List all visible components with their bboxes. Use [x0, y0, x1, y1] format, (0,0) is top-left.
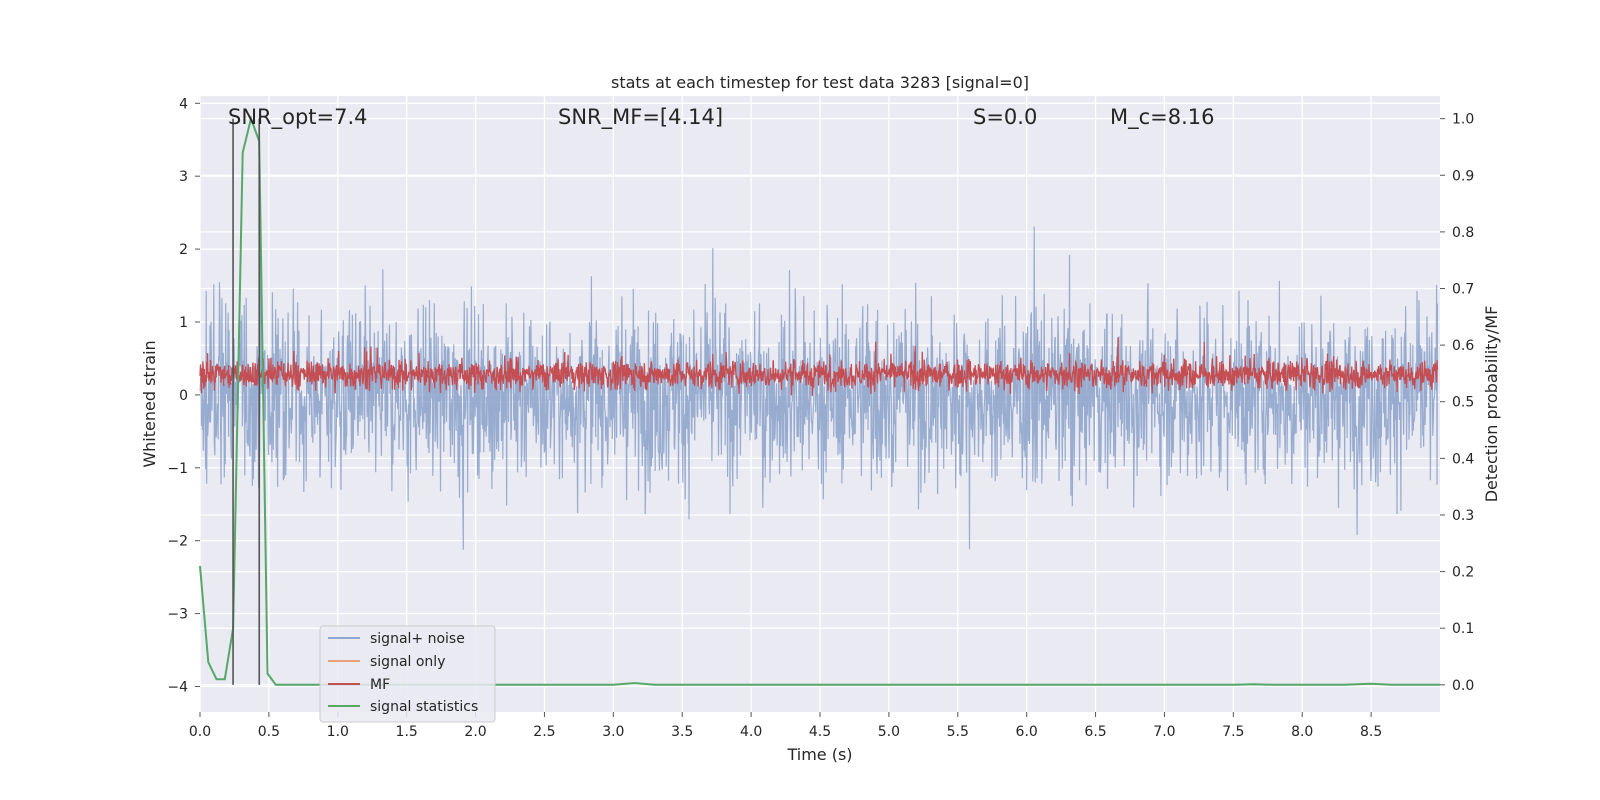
- x-tick-label: 5.5: [947, 724, 969, 740]
- plot-area: [199, 115, 1440, 686]
- y2-tick-label: 0.2: [1452, 565, 1474, 581]
- y2-tick-label: 0.4: [1452, 451, 1474, 467]
- legend: signal+ noise signal only MF signal stat…: [319, 625, 496, 723]
- x-tick-label: 0.5: [258, 724, 280, 740]
- vertical-markers: [232, 118, 261, 685]
- legend-label-signal-noise: signal+ noise: [370, 631, 465, 647]
- x-tick-label: 2.5: [533, 724, 555, 740]
- x-tick-label: 6.5: [1084, 724, 1106, 740]
- x-tick-label: 3.0: [602, 724, 624, 740]
- x-tick-label: 4.5: [809, 724, 831, 740]
- series-mf: [199, 337, 1439, 396]
- x-axis-ticks: 0.0 0.5 1.0 1.5 2.0 2.5 3.0 3.5 4.0 4.5 5.0 5.5 6.0 6…: [189, 712, 1382, 740]
- x-tick-label: 2.0: [464, 724, 486, 740]
- y2-tick-label: 0.7: [1452, 282, 1474, 298]
- y2-tick-label: 0.6: [1452, 338, 1474, 354]
- y2-tick-label: 1.0: [1452, 112, 1474, 128]
- y2-axis-ticks: 1.0 0.9 0.8 0.7 0.6 0.5 0.4 0.3 0.2 0.1 0.0: [1440, 112, 1474, 694]
- legend-label-signal-only: signal only: [370, 654, 445, 670]
- series-signal-noise: [199, 226, 1439, 550]
- y-tick-label: 2: [179, 242, 188, 258]
- x-tick-label: 5.0: [878, 724, 900, 740]
- y2-tick-label: 0.9: [1452, 168, 1474, 184]
- y-tick-label: −4: [167, 679, 188, 695]
- y2-axis-label: Detection probability/MF: [1482, 306, 1501, 503]
- y-tick-label: −3: [167, 607, 188, 623]
- y2-tick-label: 0.3: [1452, 508, 1474, 524]
- y2-tick-label: 0.0: [1452, 678, 1474, 694]
- y-axis-label: Whitened strain: [140, 340, 159, 467]
- y2-tick-label: 0.5: [1452, 395, 1474, 411]
- y-tick-label: 0: [179, 388, 188, 404]
- x-tick-label: 8.0: [1291, 724, 1313, 740]
- x-tick-label: 7.5: [1222, 724, 1244, 740]
- y-tick-label: 3: [179, 169, 188, 185]
- x-tick-label: 8.5: [1360, 724, 1382, 740]
- y2-tick-label: 0.1: [1452, 621, 1474, 637]
- y-axis-ticks: 4 3 2 1 0 −1 −2 −3 −4: [167, 96, 200, 695]
- series-signal-statistics: [199, 115, 1440, 686]
- x-tick-label: 4.0: [740, 724, 762, 740]
- x-axis-label: Time (s): [786, 745, 852, 764]
- y-tick-label: 1: [179, 315, 188, 331]
- x-tick-label: 1.5: [396, 724, 418, 740]
- x-tick-label: 1.0: [327, 724, 349, 740]
- annotation-snr-mf: SNR_MF=[4.14]: [558, 105, 723, 130]
- y2-tick-label: 0.8: [1452, 225, 1474, 241]
- annotation-snr-opt: SNR_opt=7.4: [228, 105, 368, 130]
- y-tick-label: −2: [167, 534, 188, 550]
- legend-label-mf: MF: [370, 677, 390, 693]
- chart-title: stats at each timestep for test data 328…: [611, 73, 1029, 92]
- x-tick-label: 7.0: [1153, 724, 1175, 740]
- y-tick-label: 4: [179, 96, 188, 112]
- legend-box: [319, 625, 496, 723]
- annotation-s: S=0.0: [973, 105, 1037, 129]
- y-tick-label: −1: [167, 461, 188, 477]
- x-tick-label: 0.0: [189, 724, 211, 740]
- x-tick-label: 3.5: [671, 724, 693, 740]
- annotation-mc: M_c=8.16: [1110, 105, 1215, 130]
- x-tick-label: 6.0: [1016, 724, 1038, 740]
- legend-label-signal-statistics: signal statistics: [370, 699, 478, 715]
